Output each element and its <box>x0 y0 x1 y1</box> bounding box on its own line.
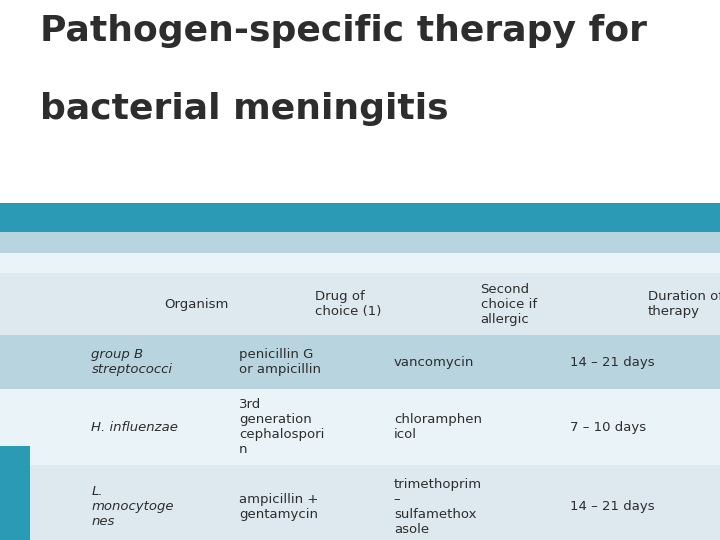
Bar <box>0 446 30 540</box>
Bar <box>230 465 385 540</box>
Bar <box>385 273 562 335</box>
Text: bacterial meningitis: bacterial meningitis <box>40 92 449 126</box>
Bar <box>562 253 720 273</box>
Bar <box>562 465 720 540</box>
Text: Drug of
choice (1): Drug of choice (1) <box>315 291 382 318</box>
Text: 14 – 21 days: 14 – 21 days <box>570 500 655 514</box>
Bar <box>0 253 83 273</box>
Bar <box>562 232 720 253</box>
Bar <box>230 253 385 273</box>
Text: Duration of
therapy: Duration of therapy <box>648 291 720 318</box>
Text: 7 – 10 days: 7 – 10 days <box>570 421 647 434</box>
Text: trimethoprim
–
sulfamethox
asole: trimethoprim – sulfamethox asole <box>394 478 482 536</box>
Bar <box>385 465 562 540</box>
Bar <box>385 335 562 389</box>
Text: 14 – 21 days: 14 – 21 days <box>570 356 655 369</box>
Text: 3rd
generation
cephalospori
n: 3rd generation cephalospori n <box>239 398 325 456</box>
Text: penicillin G
or ampicillin: penicillin G or ampicillin <box>239 348 321 376</box>
Bar <box>562 273 720 335</box>
Text: Second
choice if
allergic: Second choice if allergic <box>481 283 536 326</box>
Bar <box>83 202 230 232</box>
Text: group B
streptococci: group B streptococci <box>91 348 173 376</box>
Bar <box>385 202 562 232</box>
Bar <box>230 273 385 335</box>
Bar <box>0 389 83 465</box>
Bar <box>83 232 230 253</box>
Text: vancomycin: vancomycin <box>394 356 474 369</box>
Bar <box>0 232 83 253</box>
Bar <box>83 253 230 273</box>
Bar <box>0 335 83 389</box>
Bar <box>83 389 230 465</box>
Bar <box>562 335 720 389</box>
Bar <box>562 389 720 465</box>
Bar <box>385 389 562 465</box>
Text: Organism: Organism <box>164 298 228 311</box>
Text: Pathogen-specific therapy for: Pathogen-specific therapy for <box>40 14 647 48</box>
Bar <box>83 335 230 389</box>
Bar <box>0 202 83 232</box>
Bar <box>385 232 562 253</box>
Bar <box>0 273 83 335</box>
Bar <box>83 465 230 540</box>
Text: L.
monocytoge
nes: L. monocytoge nes <box>91 485 174 528</box>
Bar <box>230 202 385 232</box>
Bar <box>230 335 385 389</box>
Bar <box>0 465 83 540</box>
Bar <box>562 202 720 232</box>
Bar <box>83 273 230 335</box>
Text: chloramphen
icol: chloramphen icol <box>394 413 482 441</box>
Text: ampicillin +
gentamycin: ampicillin + gentamycin <box>239 493 318 521</box>
Bar <box>385 253 562 273</box>
Bar <box>230 232 385 253</box>
Text: H. influenzae: H. influenzae <box>91 421 179 434</box>
Bar <box>230 389 385 465</box>
